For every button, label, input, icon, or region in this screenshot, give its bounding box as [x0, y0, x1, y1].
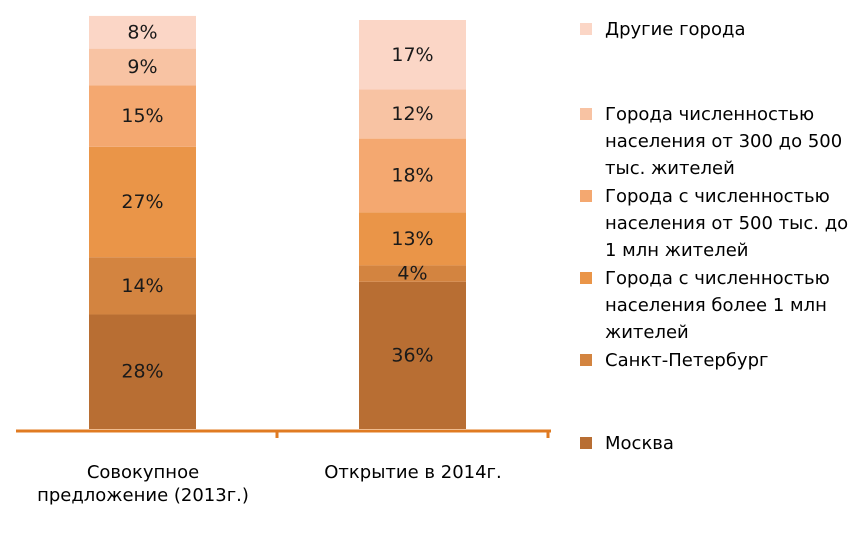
data-label: 8%	[127, 21, 157, 43]
bar-segment	[359, 212, 466, 266]
bars-group: 28% 14% 27% 15% 9% 8% 36% 4% 13% 18% 12% 17%	[89, 15, 466, 429]
legend-swatch	[580, 23, 592, 35]
legend-label: Санкт-Петербург	[605, 350, 768, 371]
data-label: 14%	[121, 275, 163, 297]
bar-segment	[89, 146, 196, 258]
category-label: Открытие в 2014г.	[324, 462, 501, 483]
bar-segment	[89, 85, 196, 147]
data-label: 28%	[121, 361, 163, 383]
legend-label: Города численностью населения от 300 до 5…	[605, 104, 842, 179]
data-label: 27%	[121, 191, 163, 213]
data-label: 18%	[391, 164, 433, 186]
legend-swatch	[580, 190, 592, 202]
bar-segment	[359, 89, 466, 139]
legend-label: Города с численностью населения от 500 ты…	[605, 186, 848, 261]
legend-swatch	[580, 272, 592, 284]
category-label: Совокупное предложение (2013г.)	[37, 462, 249, 506]
data-label: 9%	[127, 56, 157, 78]
legend-label: Другие города	[605, 19, 745, 40]
data-label: 4%	[397, 263, 427, 285]
legend-swatch	[580, 437, 592, 449]
bar-segment	[359, 281, 466, 429]
data-label: 12%	[391, 103, 433, 125]
bar-segment	[359, 138, 466, 213]
data-label: 15%	[121, 105, 163, 127]
bar-segment	[359, 20, 466, 90]
bar-segment	[89, 257, 196, 315]
legend-label: Москва	[605, 433, 674, 454]
legend: Другие города Города численностью населени…	[580, 19, 848, 454]
bar-segment	[359, 265, 466, 282]
data-label: 13%	[391, 228, 433, 250]
bar-segment	[89, 15, 196, 49]
legend-swatch	[580, 108, 592, 120]
x-axis	[16, 429, 551, 438]
bar-segment	[89, 48, 196, 86]
bar-segment	[89, 314, 196, 429]
data-label: 36%	[391, 344, 433, 366]
category-labels: Совокупное предложение (2013г.) Открытие в…	[37, 462, 502, 506]
data-label: 17%	[391, 44, 433, 66]
legend-swatch	[580, 354, 592, 366]
legend-label: Города с численностью населения более 1 м…	[605, 268, 830, 343]
